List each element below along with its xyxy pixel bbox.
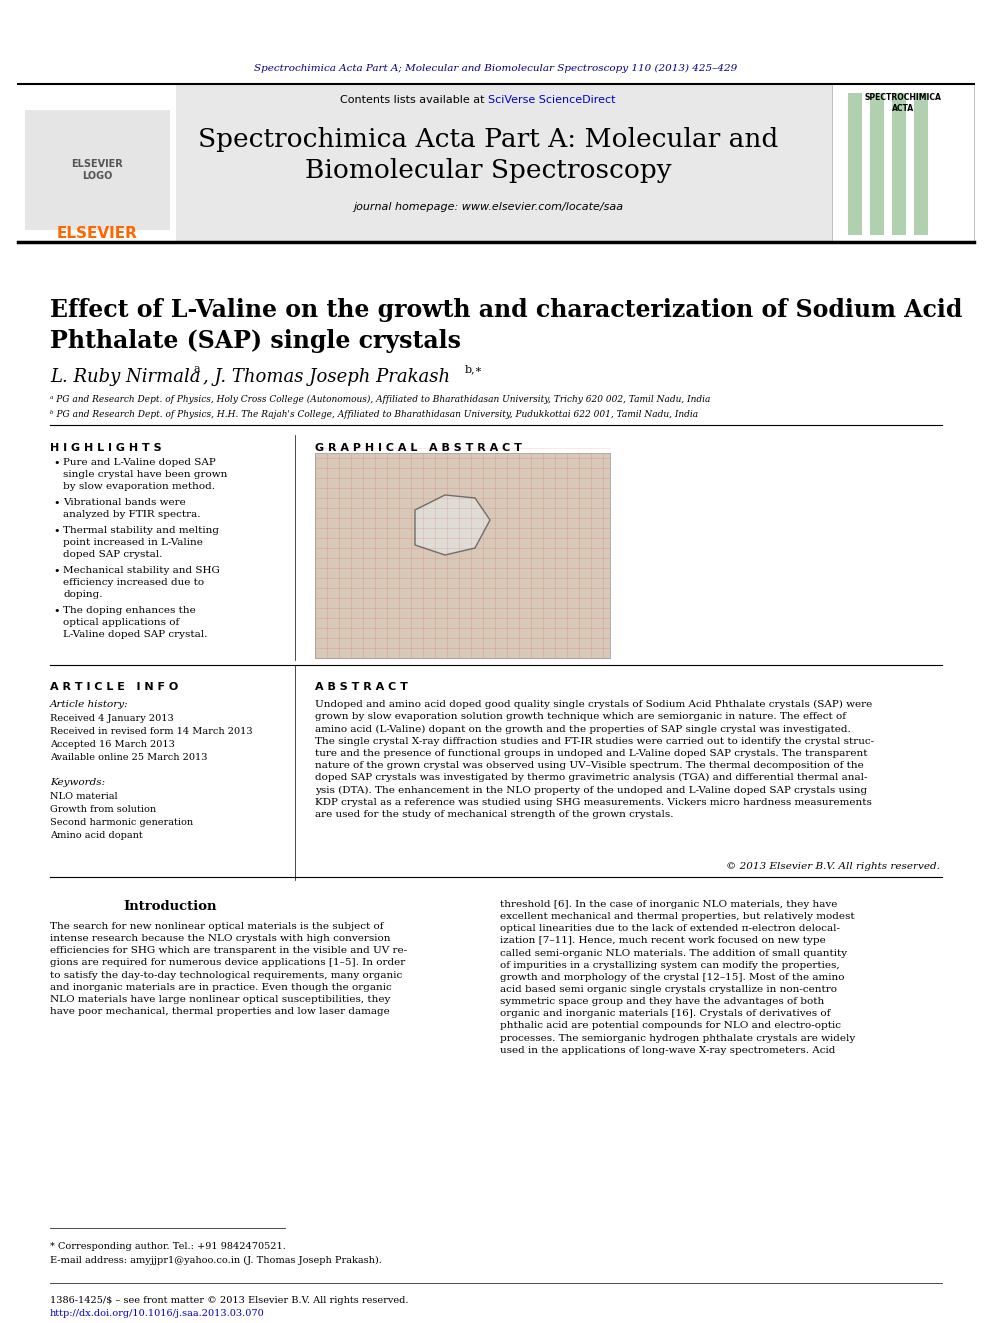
Bar <box>832 83 974 242</box>
Text: * Corresponding author. Tel.: +91 9842470521.: * Corresponding author. Tel.: +91 984247… <box>50 1242 286 1252</box>
Bar <box>892 93 906 235</box>
Bar <box>315 452 610 658</box>
Text: A B S T R A C T: A B S T R A C T <box>315 681 408 692</box>
Text: Amino acid dopant: Amino acid dopant <box>50 831 143 840</box>
Text: http://dx.doi.org/10.1016/j.saa.2013.03.070: http://dx.doi.org/10.1016/j.saa.2013.03.… <box>50 1308 265 1318</box>
Bar <box>870 93 884 235</box>
Text: ELSEVIER: ELSEVIER <box>57 226 138 242</box>
Text: © 2013 Elsevier B.V. All rights reserved.: © 2013 Elsevier B.V. All rights reserved… <box>726 863 940 871</box>
Text: •: • <box>53 606 60 617</box>
Text: Effect of L-Valine on the growth and characterization of Sodium Acid
Phthalate (: Effect of L-Valine on the growth and cha… <box>50 298 962 353</box>
Text: ᵇ PG and Research Dept. of Physics, H.H. The Rajah's College, Affiliated to Bhar: ᵇ PG and Research Dept. of Physics, H.H.… <box>50 410 698 419</box>
Bar <box>18 83 176 242</box>
Text: H I G H L I G H T S: H I G H L I G H T S <box>50 443 162 452</box>
Text: The search for new nonlinear optical materials is the subject of
intense researc: The search for new nonlinear optical mat… <box>50 922 407 1016</box>
Text: Undoped and amino acid doped good quality single crystals of Sodium Acid Phthala: Undoped and amino acid doped good qualit… <box>315 700 874 819</box>
Text: Spectrochimica Acta Part A; Molecular and Biomolecular Spectroscopy 110 (2013) 4: Spectrochimica Acta Part A; Molecular an… <box>254 64 738 73</box>
Text: , J. Thomas Joseph Prakash: , J. Thomas Joseph Prakash <box>203 368 450 386</box>
Text: doping.: doping. <box>63 590 102 599</box>
Text: Available online 25 March 2013: Available online 25 March 2013 <box>50 753 207 762</box>
Text: point increased in L-Valine: point increased in L-Valine <box>63 538 203 546</box>
Text: analyzed by FTIR spectra.: analyzed by FTIR spectra. <box>63 509 200 519</box>
Text: The doping enhances the: The doping enhances the <box>63 606 195 615</box>
Text: Accepted 16 March 2013: Accepted 16 March 2013 <box>50 740 175 749</box>
Text: a: a <box>193 364 199 374</box>
Text: Second harmonic generation: Second harmonic generation <box>50 818 193 827</box>
Text: Growth from solution: Growth from solution <box>50 804 156 814</box>
Text: efficiency increased due to: efficiency increased due to <box>63 578 204 587</box>
Text: doped SAP crystal.: doped SAP crystal. <box>63 550 163 560</box>
Text: E-mail address: amyjjpr1@yahoo.co.in (J. Thomas Joseph Prakash).: E-mail address: amyjjpr1@yahoo.co.in (J.… <box>50 1256 382 1265</box>
Text: •: • <box>53 527 60 536</box>
Bar <box>835 87 971 239</box>
Text: ᵃ PG and Research Dept. of Physics, Holy Cross College (Autonomous), Affiliated : ᵃ PG and Research Dept. of Physics, Holy… <box>50 396 710 404</box>
Text: b,∗: b,∗ <box>465 364 483 374</box>
Text: SciVerse ScienceDirect: SciVerse ScienceDirect <box>488 95 615 105</box>
Text: •: • <box>53 497 60 508</box>
Text: journal homepage: www.elsevier.com/locate/saa: journal homepage: www.elsevier.com/locat… <box>353 202 623 212</box>
Text: Mechanical stability and SHG: Mechanical stability and SHG <box>63 566 220 576</box>
Text: L. Ruby Nirmala: L. Ruby Nirmala <box>50 368 200 386</box>
Text: Contents lists available at: Contents lists available at <box>340 95 488 105</box>
Text: Article history:: Article history: <box>50 700 129 709</box>
Text: Pure and L-Valine doped SAP: Pure and L-Valine doped SAP <box>63 458 215 467</box>
Text: Spectrochimica Acta Part A: Molecular and
Biomolecular Spectroscopy: Spectrochimica Acta Part A: Molecular an… <box>197 127 778 183</box>
Text: 1386-1425/$ – see front matter © 2013 Elsevier B.V. All rights reserved.: 1386-1425/$ – see front matter © 2013 El… <box>50 1297 409 1304</box>
Text: Keywords:: Keywords: <box>50 778 105 787</box>
Text: threshold [6]. In the case of inorganic NLO materials, they have
excellent mecha: threshold [6]. In the case of inorganic … <box>500 900 855 1054</box>
Text: SPECTROCHIMICA
ACTA: SPECTROCHIMICA ACTA <box>865 94 941 112</box>
Bar <box>18 83 974 242</box>
Text: •: • <box>53 566 60 576</box>
Text: G R A P H I C A L   A B S T R A C T: G R A P H I C A L A B S T R A C T <box>315 443 522 452</box>
Polygon shape <box>415 495 490 556</box>
Text: single crystal have been grown: single crystal have been grown <box>63 470 227 479</box>
Bar <box>848 93 862 235</box>
Text: optical applications of: optical applications of <box>63 618 180 627</box>
Text: Received 4 January 2013: Received 4 January 2013 <box>50 714 174 722</box>
Text: ELSEVIER
LOGO: ELSEVIER LOGO <box>71 159 123 181</box>
Bar <box>25 110 170 230</box>
Text: Vibrational bands were: Vibrational bands were <box>63 497 186 507</box>
Text: L-Valine doped SAP crystal.: L-Valine doped SAP crystal. <box>63 630 207 639</box>
Text: •: • <box>53 458 60 468</box>
Text: Introduction: Introduction <box>123 900 216 913</box>
Text: NLO material: NLO material <box>50 792 118 800</box>
Text: A R T I C L E   I N F O: A R T I C L E I N F O <box>50 681 179 692</box>
Text: Received in revised form 14 March 2013: Received in revised form 14 March 2013 <box>50 728 253 736</box>
Text: by slow evaporation method.: by slow evaporation method. <box>63 482 215 491</box>
Bar <box>914 93 928 235</box>
Text: Thermal stability and melting: Thermal stability and melting <box>63 527 219 534</box>
